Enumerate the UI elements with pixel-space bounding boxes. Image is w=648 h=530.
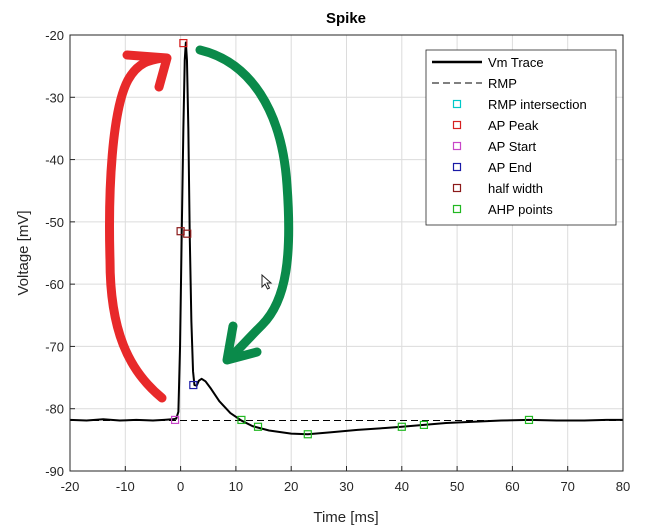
legend-entry: AP End [452,160,532,175]
green-fall-arrowhead [222,321,262,365]
legend-swatch-marker [452,204,462,214]
legend-label: half width [488,181,543,196]
x-tick-label: -20 [61,479,80,494]
legend-swatch-marker [452,120,462,130]
y-tick-label: -20 [45,28,64,43]
legend-entry: AP Peak [452,118,539,133]
ap-start-marker [170,415,180,425]
legend-entry: Vm Trace [432,55,544,70]
ahp-points-marker [253,422,263,431]
hand-drawn-annotations [105,45,294,403]
x-tick-label: 80 [616,479,630,494]
ahp-points-marker [397,422,406,431]
legend-label: RMP intersection [488,97,587,112]
x-axis-label: Time [ms] [313,509,378,526]
y-tick-label: -80 [45,402,64,417]
ahp-points-marker [419,420,429,430]
x-axis-ticks: -20 -10 0 10 20 30 40 50 60 70 80 [61,466,630,494]
y-tick-label: -50 [45,215,64,230]
ap-peak-marker [179,38,188,48]
legend-label: AP Start [488,139,537,154]
y-tick-label: -60 [45,277,64,292]
y-tick-label: -70 [45,339,64,354]
legend-swatch-marker [452,162,462,172]
y-tick-label: -40 [45,153,64,168]
legend-swatch-marker [452,99,462,109]
y-tick-label: -90 [45,464,64,479]
marker-layer [170,38,534,439]
x-tick-label: 50 [450,479,464,494]
x-tick-label: 70 [560,479,574,494]
series-layer [69,41,623,436]
chart-title: Spike [326,10,366,27]
x-tick-label: 30 [339,479,353,494]
x-tick-label: 0 [177,479,184,494]
x-tick-label: 20 [284,479,298,494]
x-tick-label: 10 [229,479,243,494]
legend-label: AP End [488,160,532,175]
legend-entry: AP Start [452,139,537,154]
y-tick-label: -30 [45,90,64,105]
ap-end-marker [189,380,198,390]
legend: Vm Trace RMP RMP intersection AP Peak AP Sta… [425,49,617,226]
y-axis-ticks: -20 -30 -40 -50 -60 -70 -80 -90 [45,28,75,479]
legend-entry: half width [452,181,543,196]
vm-trace-line [69,41,623,436]
red-rise-arrowhead [122,50,172,92]
legend-entry: RMP intersection [452,97,587,112]
legend-label: RMP [488,76,517,91]
legend-label: AP Peak [488,118,539,133]
legend-entry: AHP points [452,202,553,217]
y-axis-label: Voltage [mV] [15,210,32,295]
legend-label: AHP points [488,202,553,217]
legend-box [425,49,617,226]
ahp-points-marker [524,415,534,425]
legend-label: Vm Trace [488,55,544,70]
legend-entry: RMP [432,76,517,91]
ahp-points-marker [303,430,312,439]
legend-swatch-marker [452,183,462,193]
legend-swatch-marker [452,141,462,151]
x-tick-label: 60 [505,479,519,494]
ahp-points-marker [237,415,246,425]
x-tick-label: -10 [116,479,135,494]
half-width-marker [183,229,192,238]
red-rise-arrow [105,53,167,403]
green-fall-arrow [195,45,294,363]
mouse-cursor-icon [261,273,273,290]
x-tick-label: 40 [395,479,409,494]
